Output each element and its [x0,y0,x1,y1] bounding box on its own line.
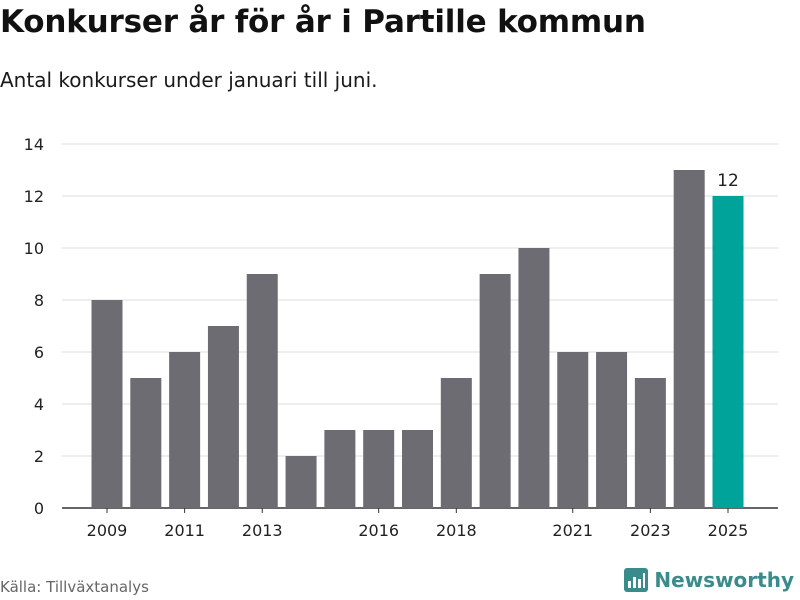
x-tick-label: 2023 [630,521,671,540]
bar-2023 [634,378,666,508]
bars [91,170,744,508]
y-tick-label: 8 [34,291,44,310]
bar-2019 [479,274,511,508]
bar-2013 [246,274,278,508]
x-tick-label: 2025 [708,521,749,540]
bar-2009 [91,300,123,508]
y-tick-label: 6 [34,343,44,362]
x-tick-label: 2018 [436,521,477,540]
x-tick-label: 2016 [358,521,399,540]
bar-2018 [440,378,472,508]
bar-2022 [596,352,628,508]
x-tick-label: 2013 [242,521,283,540]
data-label: 12 [717,171,739,191]
bar-2016 [363,430,395,508]
y-tick-label: 0 [34,499,44,518]
y-tick-label: 4 [34,395,44,414]
brand: Newsworthy [624,568,794,592]
page-subtitle: Antal konkurser under januari till juni. [0,68,378,92]
y-tick-label: 2 [34,447,44,466]
bar-2024 [673,170,705,508]
x-tick-label: 2009 [87,521,128,540]
bar-2017 [402,430,433,508]
bar-2014 [285,456,317,508]
x-tick-label: 2011 [164,521,205,540]
bar-2025 [712,196,744,508]
page-title: Konkurser år för år i Partille kommun [0,4,646,40]
x-tick-label: 2021 [552,521,593,540]
x-axis-ticks: 2009 2011 2013 2016 2018 2021 2023 2025 [87,508,749,540]
bar-2020 [518,248,550,508]
source-note: Källa: Tillväxtanalys [0,578,149,596]
y-tick-label: 14 [24,135,44,154]
y-tick-label: 12 [24,187,44,206]
bar-2015 [324,430,356,508]
y-tick-label: 10 [24,239,44,258]
bar-2021 [557,352,589,508]
y-axis-ticks: 0 2 4 6 8 10 12 14 [24,135,44,518]
bar-2010 [130,378,162,508]
bar-2011 [169,352,201,508]
brand-name: Newsworthy [654,568,794,592]
data-labels: 12 [717,171,739,191]
newsworthy-logo-icon [624,568,649,592]
bar-2012 [207,326,239,508]
